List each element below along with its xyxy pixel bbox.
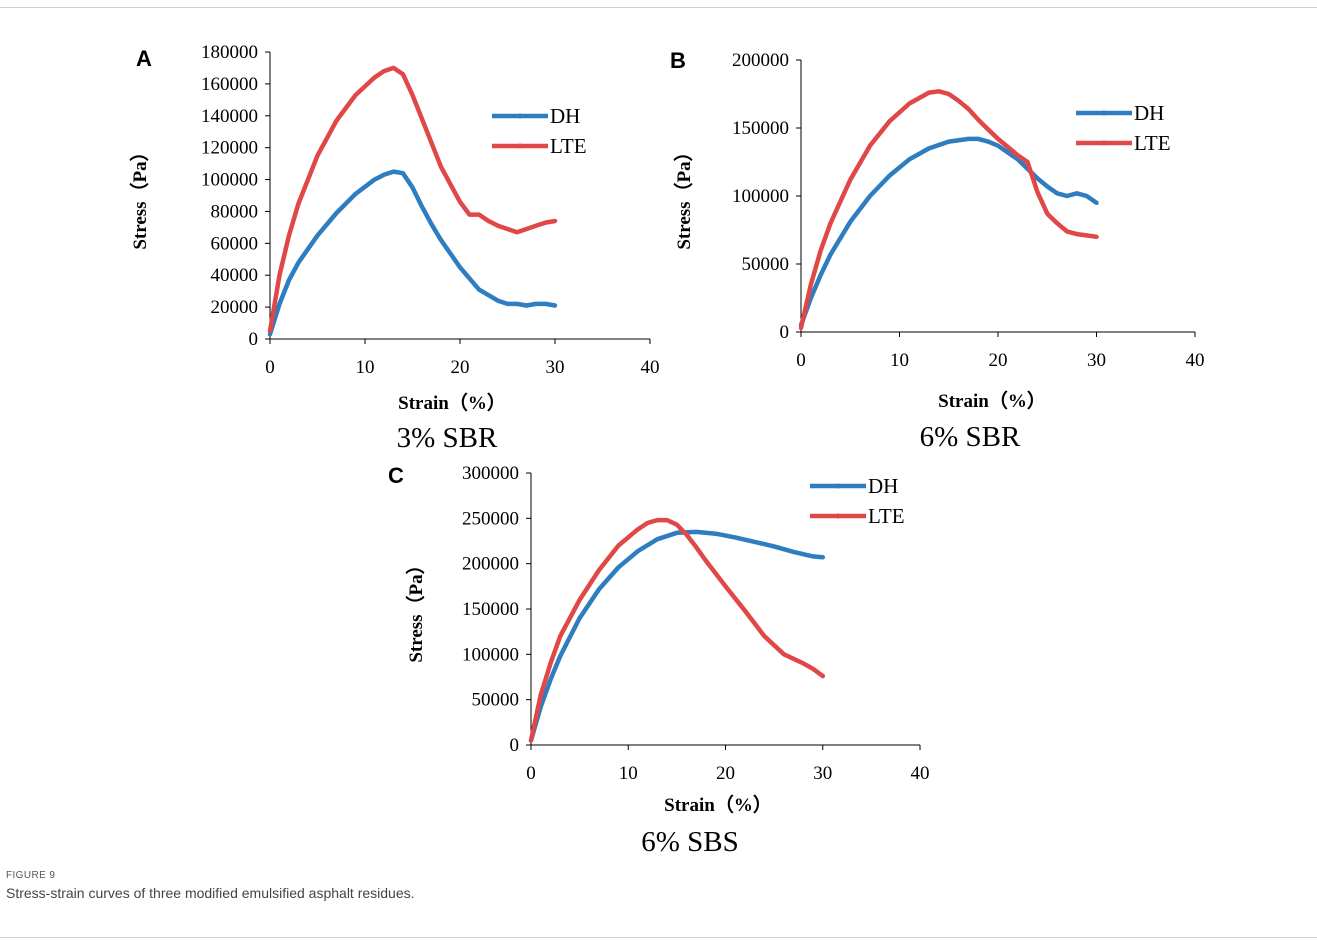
panel-a-legend-marker-dh	[517, 113, 523, 119]
panel-c-series-dh-line	[528, 529, 826, 743]
panel-a-x-tick-label: 30	[546, 357, 565, 378]
panel-c-x-tick-label: 20	[716, 763, 735, 784]
panel-b-y-tick-label: 200000	[732, 50, 789, 71]
figure-caption: Stress-strain curves of three modified e…	[6, 885, 415, 901]
panel-a-series-lte-line	[267, 65, 558, 334]
panel-a-x-axis-label: Strain（%）	[398, 391, 506, 414]
panel-c-x-tick-label: 30	[813, 763, 832, 784]
panel-c-legend-marker-dh	[835, 483, 841, 489]
panel-c-y-tick-label: 250000	[462, 508, 519, 529]
panel-b-y-tick-label: 0	[780, 322, 790, 343]
panel-c-y-axis-label: Stress（Pa）	[404, 555, 427, 662]
panel-b-title: 6% SBR	[920, 421, 1021, 453]
panel-a-x-tick-label: 10	[356, 357, 375, 378]
panel-a-legend-marker-lte	[517, 143, 523, 149]
panel-a-y-tick-label: 80000	[211, 201, 259, 222]
panel-c-legend-label-lte: LTE	[868, 504, 905, 528]
panel-b-x-tick-label: 10	[890, 350, 909, 371]
panel-a-y-tick-label: 160000	[201, 74, 258, 95]
panel-a-y-axis-label: Stress（Pa）	[128, 142, 151, 249]
panel-a-legend-label-lte: LTE	[550, 134, 587, 158]
panel-b-y-tick-label: 150000	[732, 118, 789, 139]
panel-a-x-tick-label: 20	[451, 357, 470, 378]
panel-c-y-tick-label: 200000	[462, 554, 519, 575]
panel-b-legend-marker-lte	[1101, 140, 1107, 146]
panel-b-series-dh-line	[798, 136, 1099, 328]
panel-b-y-tick-label: 100000	[732, 186, 789, 207]
panel-a-y-tick-label: 40000	[211, 265, 259, 286]
panel-b-x-tick-label: 20	[989, 350, 1008, 371]
panel-c-x-tick-label: 10	[619, 763, 638, 784]
panel-b-series-lte-line	[798, 89, 1099, 331]
panel-c-y-tick-label: 100000	[462, 644, 519, 665]
bottom-divider	[0, 937, 1317, 938]
panel-a-title: 3% SBR	[397, 422, 498, 454]
figure-label: FIGURE 9	[6, 870, 56, 881]
panel-a-y-tick-label: 60000	[211, 233, 259, 254]
panel-c-series-lte-line	[528, 517, 826, 743]
panel-a-y-tick-label: 20000	[211, 297, 259, 318]
panel-a-y-tick-label: 140000	[201, 106, 258, 127]
panel-a-x-tick-label: 0	[265, 357, 275, 378]
panel-c-title: 6% SBS	[641, 826, 739, 858]
panel-c-x-axis-label: Strain（%）	[664, 793, 772, 816]
panel-a-letter: A	[136, 46, 152, 71]
panel-c-legend-label-dh: DH	[868, 474, 898, 498]
panel-b-letter: B	[670, 48, 686, 73]
panel-a-x-tick-label: 40	[641, 357, 660, 378]
panel-a-legend-label-dh: DH	[550, 104, 580, 128]
panel-b-y-tick-label: 50000	[742, 254, 790, 275]
panel-c-x-tick-label: 0	[526, 763, 536, 784]
panel-c-y-tick-label: 150000	[462, 599, 519, 620]
panel-c-y-tick-label: 0	[510, 735, 520, 756]
panel-c-x-tick-label: 40	[911, 763, 930, 784]
panel-c-y-tick-label: 50000	[472, 690, 520, 711]
panel-a-series-dh-line	[267, 169, 558, 337]
panel-b-x-tick-label: 30	[1087, 350, 1106, 371]
panel-a-y-tick-label: 180000	[201, 42, 258, 63]
panel-c-legend-marker-lte	[835, 513, 841, 519]
panel-b-x-tick-label: 40	[1186, 350, 1205, 371]
panel-a-y-tick-label: 120000	[201, 138, 258, 159]
panel-c-y-tick-label: 300000	[462, 463, 519, 484]
panel-b-legend-label-lte: LTE	[1134, 131, 1171, 155]
panel-b-legend-marker-dh	[1101, 110, 1107, 116]
panel-b-y-axis-label: Stress（Pa）	[672, 142, 695, 249]
panel-b-legend-label-dh: DH	[1134, 101, 1164, 125]
panel-a-y-tick-label: 0	[249, 329, 259, 350]
panel-b-x-axis-label: Strain（%）	[938, 389, 1046, 412]
panel-b-x-tick-label: 0	[796, 350, 806, 371]
panel-a-y-tick-label: 100000	[201, 170, 258, 191]
top-divider	[0, 7, 1317, 8]
panel-c-letter: C	[388, 463, 404, 488]
